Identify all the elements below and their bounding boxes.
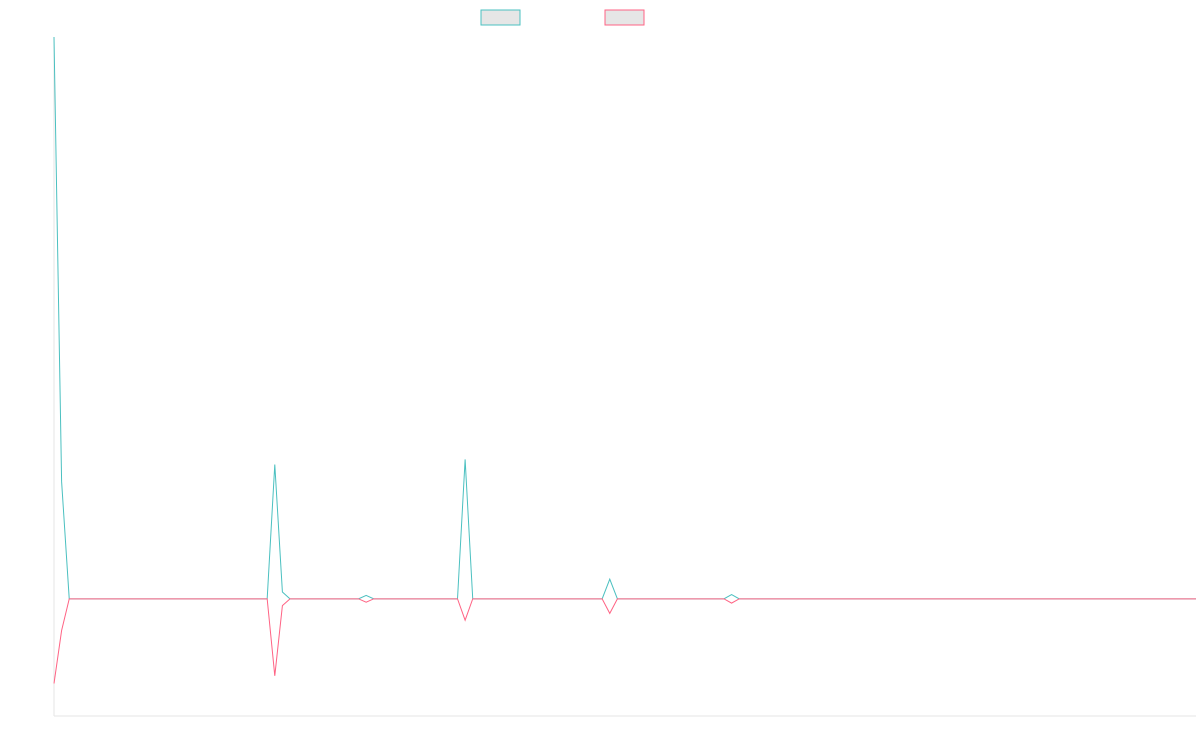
legend[interactable] (480, 9, 645, 26)
series-line-2 (53, 598, 1196, 684)
series-line-1 (53, 36, 1196, 600)
legend-swatch-2[interactable] (604, 9, 645, 26)
plot-area (53, 36, 1196, 684)
axes (53, 37, 1196, 717)
legend-swatch-1[interactable] (480, 9, 521, 26)
